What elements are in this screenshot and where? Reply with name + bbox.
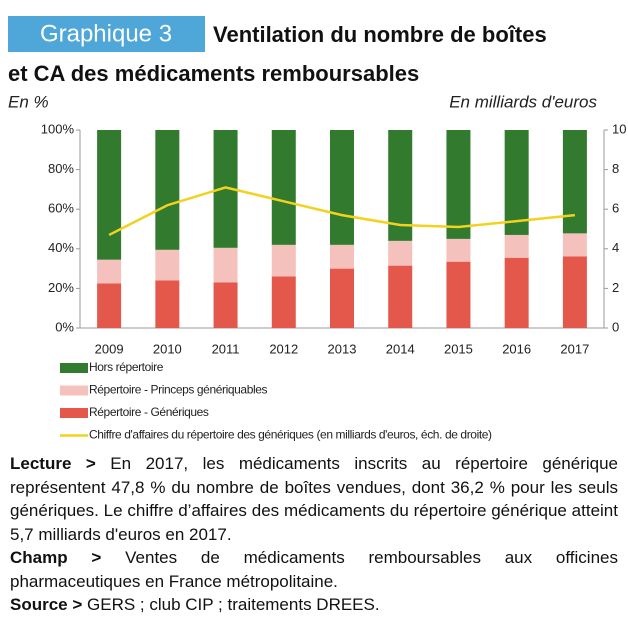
y-axis-label: En % — [8, 92, 49, 111]
bar — [155, 280, 180, 328]
bar — [504, 234, 529, 258]
bar — [155, 130, 180, 250]
note-lead: Champ > — [10, 548, 102, 567]
legend-swatch — [60, 385, 88, 396]
x-tick-label: 2009 — [95, 341, 124, 356]
legend-label: Chiffre d'affaires du répertoire des gén… — [89, 428, 492, 442]
bar — [271, 276, 296, 328]
notes: Lecture > En 2017, les médicaments inscr… — [10, 452, 618, 617]
bar — [388, 130, 413, 241]
y-tick-label: 20% — [48, 280, 74, 295]
y-tick-label: 80% — [48, 161, 74, 176]
bar — [562, 256, 587, 328]
bar — [446, 238, 471, 262]
y2-tick-label: 0 — [612, 319, 619, 334]
note-lead: Source > — [10, 595, 83, 614]
chart-title: Ventilation du nombre de boîtes — [213, 22, 547, 47]
x-tick-label: 2010 — [153, 341, 182, 356]
bar — [213, 247, 238, 283]
bar — [388, 240, 413, 266]
x-tick-label: 2015 — [444, 341, 473, 356]
note: Lecture > En 2017, les médicaments inscr… — [10, 452, 618, 546]
bar — [330, 244, 354, 269]
bar — [504, 257, 529, 328]
legend-label: Répertoire - Génériques — [89, 405, 209, 419]
y-tick-label: 60% — [48, 201, 74, 216]
x-tick-label: 2014 — [386, 341, 415, 356]
badge-bg — [8, 16, 205, 52]
badge: Graphique 3 — [40, 20, 172, 47]
y2-tick-label: 10 — [612, 121, 626, 136]
legend-label: Répertoire - Princeps génériquables — [89, 383, 268, 397]
bar — [213, 282, 238, 328]
y-tick-label: 100% — [41, 121, 75, 136]
bar — [97, 130, 122, 260]
bar — [271, 244, 296, 277]
chart: Graphique 3 Ventilation du nombre de boî… — [8, 16, 626, 442]
line — [108, 186, 576, 237]
y2-axis-label: En milliards d'euros — [449, 92, 597, 111]
legend-swatch — [60, 408, 88, 418]
note-text: En 2017, les médicaments inscrits au rép… — [10, 454, 619, 544]
bar — [446, 261, 471, 328]
x-tick-label: 2012 — [269, 341, 298, 356]
y2-tick-label: 4 — [612, 240, 619, 255]
legend-swatch — [60, 363, 88, 373]
bar — [97, 283, 122, 328]
x-tick-label: 2013 — [328, 341, 357, 356]
bar — [97, 259, 122, 284]
bar — [388, 265, 413, 328]
bar — [562, 233, 587, 257]
y-tick-label: 0% — [55, 319, 74, 334]
y2-tick-label: 6 — [612, 201, 619, 216]
bar — [446, 130, 471, 239]
bar — [330, 268, 354, 328]
legend-label: Hors répertoire — [89, 360, 164, 374]
x-tick-label: 2011 — [212, 341, 240, 356]
note-text: Ventes de médicaments remboursables aux … — [10, 548, 618, 591]
x-tick-label: 2016 — [502, 341, 531, 356]
x-tick-label: 2017 — [560, 341, 589, 356]
y2-tick-label: 8 — [612, 161, 619, 176]
bar — [504, 130, 529, 235]
note: Source > GERS ; club CIP ; traitements D… — [10, 593, 618, 617]
y2-tick-label: 2 — [612, 280, 619, 295]
y-tick-label: 40% — [48, 240, 74, 255]
bar — [271, 130, 296, 245]
note: Champ > Ventes de médicaments remboursab… — [10, 546, 618, 593]
note-lead: Lecture > — [10, 454, 96, 473]
note-text: GERS ; club CIP ; traitements DREES. — [82, 595, 380, 614]
bar — [330, 130, 354, 245]
bar — [562, 130, 587, 234]
chart-title: et CA des médicaments remboursables — [8, 61, 419, 86]
bar — [155, 249, 180, 281]
